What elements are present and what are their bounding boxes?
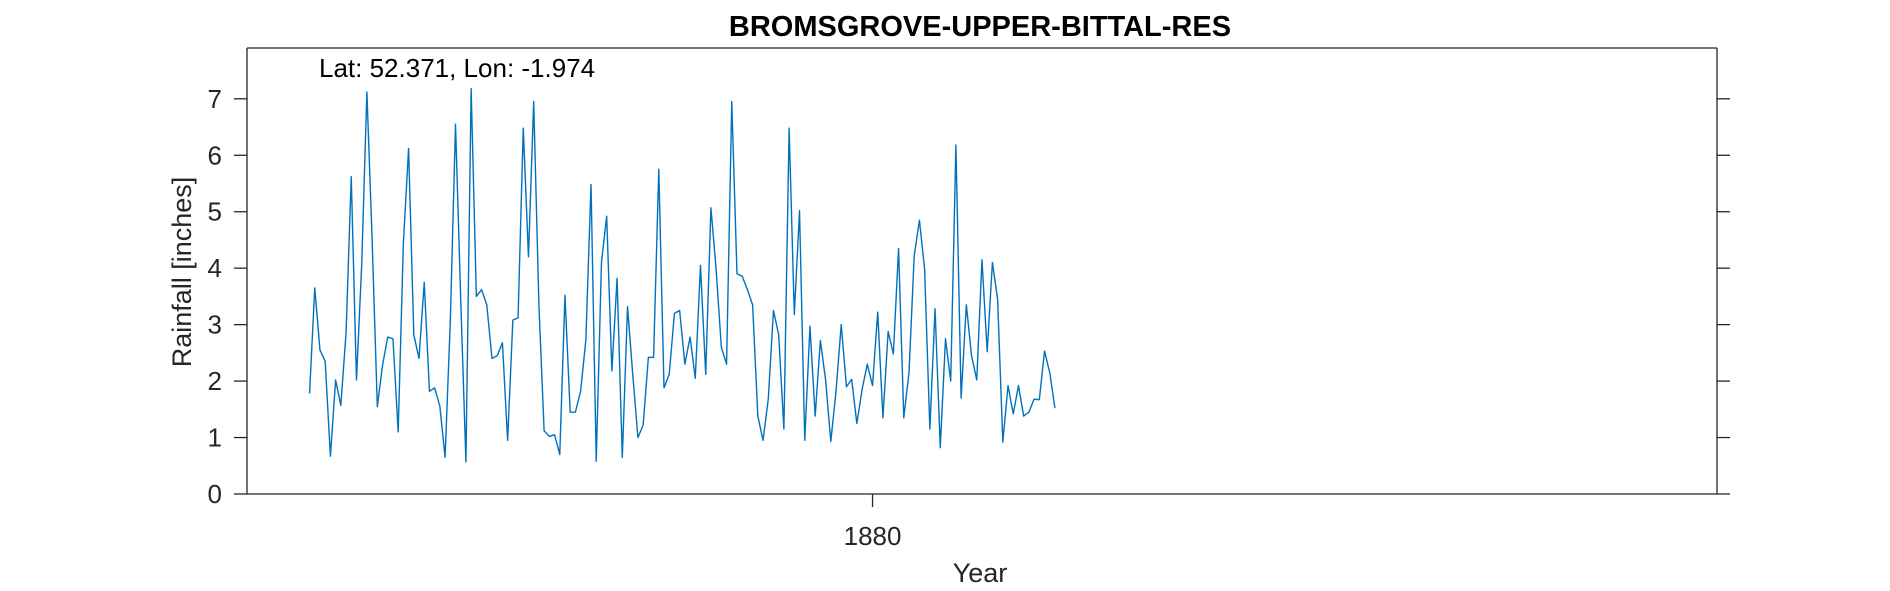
y-tick-label: 1 xyxy=(208,423,222,453)
x-tick-label: 1880 xyxy=(844,521,902,551)
y-tick-label: 4 xyxy=(208,253,222,283)
axis-ticks: 0 1 2 3 4 5 6 7 1880 xyxy=(208,84,1730,551)
x-axis-label: Year xyxy=(953,558,1008,588)
y-axis-label: Rainfall [inches] xyxy=(167,177,197,368)
data-series xyxy=(308,87,1056,463)
y-tick-label: 0 xyxy=(208,479,222,509)
axes xyxy=(246,47,1718,495)
y-tick-label: 6 xyxy=(208,140,222,170)
rainfall-series-line xyxy=(308,87,1056,463)
y-tick-label: 7 xyxy=(208,84,222,114)
y-tick-label: 5 xyxy=(208,197,222,227)
y-tick-label: 3 xyxy=(208,310,222,340)
chart-title: BROMSGROVE-UPPER-BITTAL-RES xyxy=(729,11,1231,43)
location-annotation: Lat: 52.371, Lon: -1.974 xyxy=(319,53,595,83)
y-tick-label: 2 xyxy=(208,366,222,396)
